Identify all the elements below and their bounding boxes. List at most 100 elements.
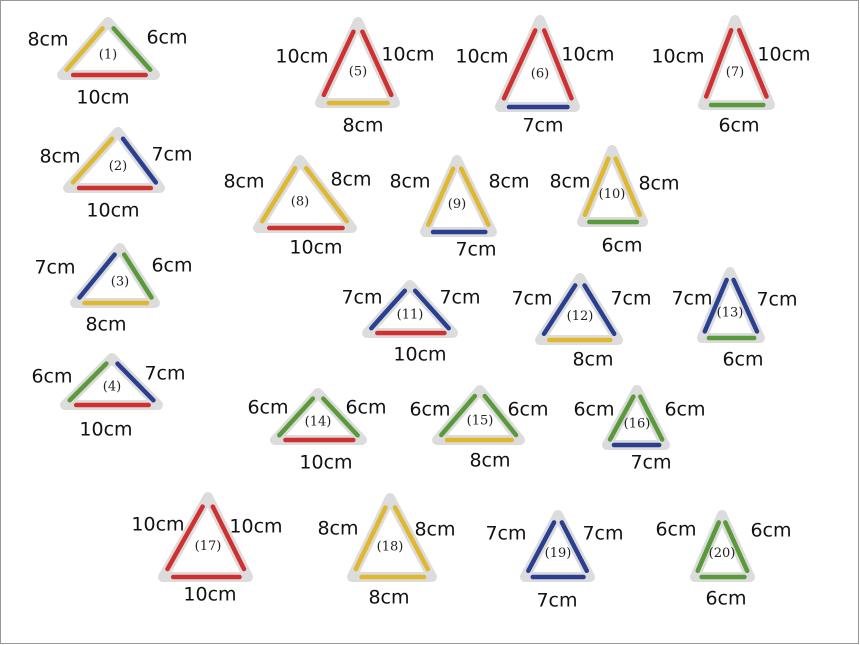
side-length: 8cm bbox=[389, 171, 430, 193]
side-length: 10cm bbox=[561, 44, 614, 66]
side-length: 6cm bbox=[601, 235, 642, 257]
side-length: 6cm bbox=[664, 399, 705, 421]
stick bbox=[77, 252, 117, 300]
stick bbox=[695, 520, 722, 574]
stick bbox=[64, 26, 105, 72]
triangle-number: (13) bbox=[717, 305, 744, 320]
side-length: 6cm bbox=[409, 399, 450, 421]
side-length: 8cm bbox=[330, 169, 371, 191]
side-length: 8cm bbox=[488, 171, 529, 193]
stick bbox=[526, 520, 557, 574]
stick bbox=[582, 283, 617, 337]
triangle-number: (15) bbox=[467, 414, 494, 429]
side-length: 8cm bbox=[39, 146, 80, 168]
side-length: 10cm bbox=[757, 44, 810, 66]
stick bbox=[501, 28, 538, 101]
side-length: 6cm bbox=[151, 255, 192, 277]
triangle-number: (4) bbox=[103, 380, 121, 395]
stick bbox=[369, 288, 408, 331]
triangle-number: (19) bbox=[545, 546, 572, 561]
triangle-number: (3) bbox=[111, 275, 129, 290]
side-length: 10cm bbox=[299, 452, 352, 474]
triangle-number: (8) bbox=[291, 195, 309, 210]
stick bbox=[111, 26, 153, 72]
side-length: 8cm bbox=[85, 314, 126, 336]
side-length: 7cm bbox=[582, 523, 623, 545]
side-length: 6cm bbox=[655, 519, 696, 541]
stick bbox=[736, 27, 769, 99]
side-length: 6cm bbox=[718, 115, 759, 137]
side-length: 7cm bbox=[485, 523, 526, 545]
stick bbox=[392, 505, 431, 572]
side-length: 7cm bbox=[151, 144, 192, 166]
stick bbox=[458, 166, 491, 228]
stick bbox=[613, 156, 643, 218]
side-length: 7cm bbox=[536, 590, 577, 612]
side-length: 7cm bbox=[144, 363, 185, 385]
stick bbox=[541, 283, 578, 337]
triangle-number: (10) bbox=[599, 187, 626, 202]
stick bbox=[70, 136, 115, 185]
side-length: 7cm bbox=[756, 289, 797, 311]
side-length: 10cm bbox=[79, 419, 132, 441]
side-length: 8cm bbox=[223, 171, 264, 193]
stick bbox=[165, 504, 205, 572]
side-length: 6cm bbox=[573, 399, 614, 421]
stick bbox=[120, 136, 159, 185]
side-length: 6cm bbox=[705, 588, 746, 610]
side-length: 8cm bbox=[342, 115, 383, 137]
side-length: 8cm bbox=[317, 518, 358, 540]
side-length: 8cm bbox=[469, 450, 510, 472]
side-length: 10cm bbox=[86, 200, 139, 222]
stick bbox=[425, 166, 456, 228]
side-length: 10cm bbox=[651, 46, 704, 68]
stick bbox=[439, 393, 478, 438]
stick bbox=[303, 165, 350, 224]
side-length: 8cm bbox=[27, 29, 68, 51]
side-length: 7cm bbox=[34, 257, 75, 279]
triangle-number: (6) bbox=[531, 66, 549, 81]
side-length: 6cm bbox=[507, 399, 548, 421]
side-length: 10cm bbox=[455, 46, 508, 68]
side-length: 8cm bbox=[638, 173, 679, 195]
side-length: 7cm bbox=[455, 239, 496, 261]
triangle-number: (1) bbox=[99, 47, 117, 62]
stick bbox=[210, 504, 247, 572]
stick bbox=[277, 396, 316, 438]
side-length: 7cm bbox=[630, 452, 671, 474]
triangle-number: (11) bbox=[397, 307, 424, 322]
side-length: 10cm bbox=[76, 87, 129, 109]
side-length: 7cm bbox=[511, 288, 552, 310]
side-length: 7cm bbox=[610, 288, 651, 310]
stick bbox=[412, 288, 451, 331]
triangle-number: (5) bbox=[349, 65, 367, 80]
side-length: 6cm bbox=[722, 349, 763, 371]
triangle-number: (12) bbox=[567, 309, 594, 324]
side-length: 10cm bbox=[289, 237, 342, 259]
side-length: 7cm bbox=[341, 287, 382, 309]
stick bbox=[638, 394, 665, 442]
side-length: 6cm bbox=[31, 366, 72, 388]
stick bbox=[353, 505, 388, 572]
side-length: 7cm bbox=[671, 288, 712, 310]
stick bbox=[259, 165, 298, 224]
triangle-number: (16) bbox=[624, 417, 651, 432]
side-length: 10cm bbox=[381, 44, 434, 66]
stick bbox=[67, 361, 109, 403]
stick bbox=[360, 29, 394, 98]
side-length: 10cm bbox=[183, 584, 236, 606]
side-length: 6cm bbox=[345, 397, 386, 419]
triangle-number: (7) bbox=[726, 65, 744, 80]
side-length: 10cm bbox=[131, 514, 184, 536]
side-length: 7cm bbox=[522, 115, 563, 137]
side-length: 6cm bbox=[247, 397, 288, 419]
side-length: 8cm bbox=[572, 349, 613, 371]
side-length: 10cm bbox=[275, 46, 328, 68]
triangle-number: (18) bbox=[377, 539, 404, 554]
stick bbox=[321, 396, 360, 438]
stick bbox=[121, 252, 154, 300]
side-length: 8cm bbox=[549, 171, 590, 193]
stick bbox=[115, 361, 156, 403]
side-length: 10cm bbox=[393, 344, 446, 366]
side-length: 7cm bbox=[439, 287, 480, 309]
